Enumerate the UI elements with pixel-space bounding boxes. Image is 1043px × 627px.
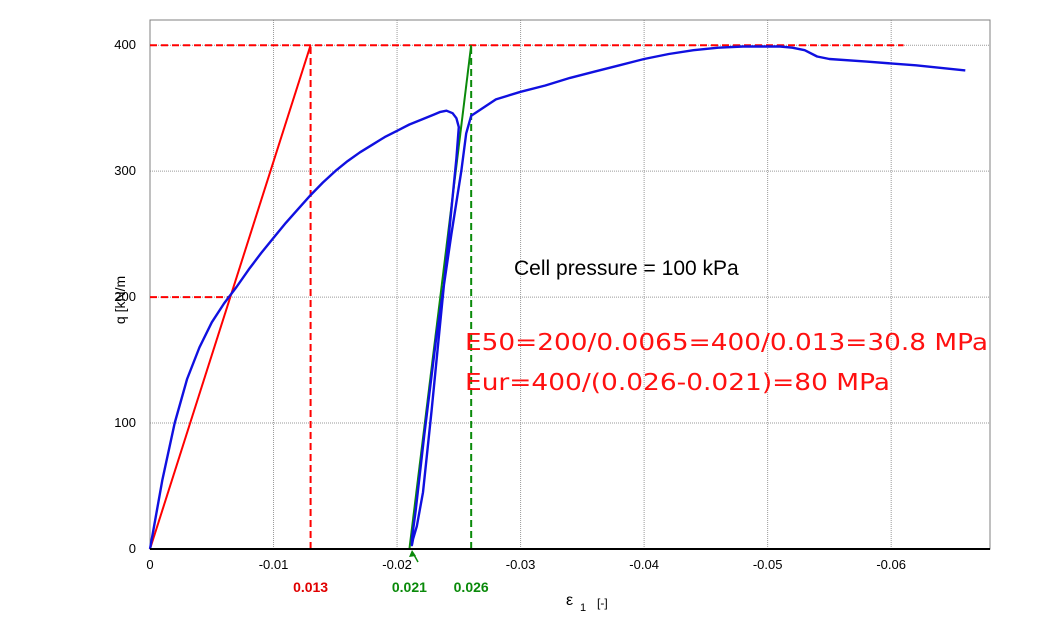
marker-label: 0.026 [454, 579, 489, 595]
svg-text:[-]: [-] [597, 596, 608, 610]
plot-area-frame [149, 19, 991, 550]
y-tick-label: 400 [114, 37, 136, 52]
x-axis-label: ε 1 [-] [566, 592, 608, 614]
x-tick-label: -0.06 [876, 557, 906, 572]
eur-annotation: Eur=400/(0.026-0.021)=80 MPa [465, 370, 890, 396]
marker-labels: 0.013 0.021 0.026 [293, 579, 489, 595]
marker-label: 0.013 [293, 579, 328, 595]
y-tick-label: 0 [129, 541, 136, 556]
x-tick-labels: 0 -0.01 -0.02 -0.03 -0.04 -0.05 -0.06 [146, 557, 906, 572]
e50-annotation: E50=200/0.0065=400/0.013=30.8 MPa [465, 330, 988, 356]
svg-text:ε: ε [566, 592, 573, 609]
arrow-0.021 [409, 550, 419, 563]
x-tick-label: -0.05 [753, 557, 783, 572]
x-tick-label: -0.02 [382, 557, 412, 572]
y-tick-label: 200 [114, 289, 136, 304]
y-tick-labels: 0 100 200 300 400 [114, 37, 136, 556]
y-tick-label: 300 [114, 163, 136, 178]
reference-lines [149, 44, 904, 550]
x-tick-label: -0.04 [629, 557, 659, 572]
x-tick-label: 0 [146, 557, 153, 572]
grid [150, 20, 990, 550]
y-tick-label: 100 [114, 415, 136, 430]
svg-text:1: 1 [580, 602, 586, 614]
series-layer [148, 45, 966, 550]
stress-strain-curve [148, 45, 966, 550]
marker-label: 0.021 [392, 579, 427, 595]
y-axis-label: q [kN/m [112, 276, 128, 324]
x-tick-label: -0.01 [259, 557, 289, 572]
cell-pressure-annotation: Cell pressure = 100 kPa [514, 257, 739, 280]
x-tick-label: -0.03 [506, 557, 536, 572]
